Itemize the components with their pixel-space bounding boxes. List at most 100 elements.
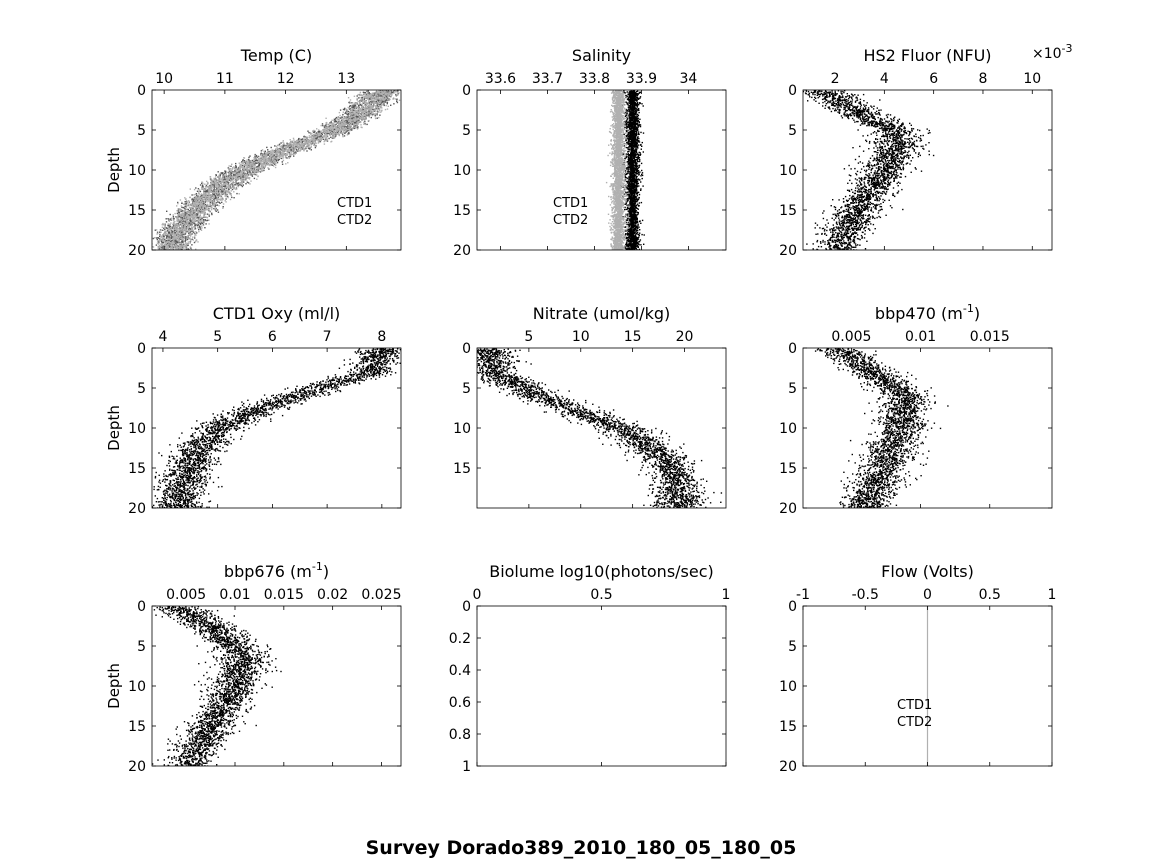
data-point (204, 183, 206, 185)
data-point (197, 194, 199, 197)
data-point (232, 171, 234, 173)
data-point (375, 99, 377, 101)
data-point (349, 105, 351, 107)
data-point (350, 127, 352, 130)
data-point (193, 188, 196, 191)
data-point (190, 228, 192, 230)
data-point (255, 154, 257, 157)
data-point (200, 196, 202, 198)
data-point (381, 96, 383, 98)
data-point (231, 196, 233, 199)
data-point (283, 145, 285, 147)
data-point (231, 182, 233, 185)
data-point (220, 184, 222, 186)
data-point (313, 138, 316, 140)
data-point (190, 248, 193, 250)
data-point (202, 203, 204, 205)
data-point (351, 117, 353, 119)
data-point (361, 106, 363, 108)
data-point (164, 246, 166, 248)
data-point (158, 248, 160, 250)
data-point (223, 190, 226, 193)
data-point (333, 124, 335, 127)
data-point (358, 104, 360, 106)
data-point (296, 141, 298, 143)
data-point (215, 176, 217, 178)
data-point (174, 223, 176, 225)
data-point (326, 126, 328, 128)
data-point (201, 181, 203, 183)
data-point (162, 234, 164, 236)
data-point (200, 202, 202, 205)
data-point (345, 121, 347, 123)
data-point (206, 203, 209, 206)
data-point (402, 90, 403, 91)
data-point (254, 157, 256, 159)
data-point (264, 154, 266, 156)
data-point (210, 207, 212, 209)
data-point (161, 243, 163, 245)
data-point (231, 174, 233, 176)
data-point (280, 151, 282, 154)
data-point (384, 99, 386, 102)
data-point (225, 198, 227, 200)
data-point (315, 145, 317, 147)
data-point (248, 163, 250, 165)
data-point (363, 123, 365, 125)
data-point (217, 179, 219, 181)
data-point (221, 181, 223, 183)
data-point (179, 224, 181, 226)
data-point (228, 188, 230, 190)
data-point (211, 185, 213, 187)
data-point (243, 166, 246, 168)
data-point (202, 185, 204, 187)
data-point (184, 244, 187, 247)
data-point (360, 126, 362, 128)
data-point (256, 167, 259, 169)
data-point (241, 161, 243, 163)
data-point (378, 104, 381, 106)
data-point (342, 113, 344, 116)
data-point (208, 199, 211, 202)
data-point (213, 180, 216, 183)
data-point (179, 247, 181, 250)
data-point (384, 101, 386, 103)
data-point (207, 190, 209, 192)
data-point (353, 112, 355, 115)
data-point (281, 163, 284, 165)
data-point (221, 177, 224, 180)
data-point (171, 237, 173, 239)
data-point (170, 219, 172, 221)
data-point (347, 112, 350, 115)
data-point (219, 191, 222, 193)
data-point (194, 240, 197, 243)
data-point (310, 149, 312, 151)
data-point (162, 229, 164, 231)
data-point (229, 184, 232, 186)
data-point (247, 170, 250, 173)
data-point (182, 220, 185, 223)
data-point (345, 131, 348, 133)
data-point (188, 234, 191, 236)
data-point (357, 93, 359, 96)
data-point (211, 212, 213, 214)
data-point (200, 229, 203, 231)
data-point (200, 198, 202, 201)
data-point (225, 173, 227, 176)
data-point (204, 227, 206, 229)
data-point (387, 105, 389, 107)
data-point (347, 122, 349, 125)
data-point (205, 206, 208, 209)
data-point (185, 241, 187, 244)
data-point (249, 170, 251, 173)
data-point (312, 130, 314, 132)
data-point (253, 166, 255, 168)
data-point (350, 122, 353, 124)
data-point (265, 155, 267, 157)
data-point (179, 231, 181, 233)
data-point (313, 135, 316, 137)
data-point (277, 157, 279, 159)
data-point (193, 220, 196, 223)
data-point (237, 174, 240, 177)
data-point (270, 163, 272, 166)
